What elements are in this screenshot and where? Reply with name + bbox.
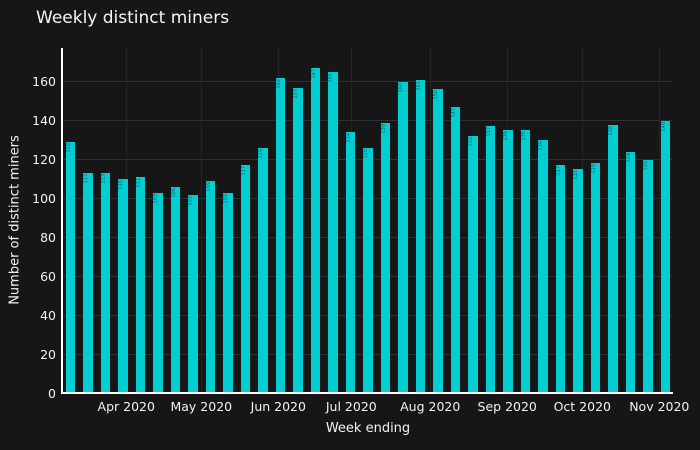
bar-value-label: 162 — [275, 78, 282, 89]
bar-week-22[interactable]: 156 — [433, 89, 443, 393]
bar-value-label: 134 — [345, 133, 352, 143]
bar-value-label: 161 — [415, 80, 422, 91]
bar-value-label: 167 — [310, 69, 317, 79]
bar-week-21[interactable]: 161 — [415, 79, 425, 393]
bar-value-label: 135 — [503, 131, 509, 141]
bar-week-17[interactable]: 134 — [345, 132, 355, 393]
v-gridline — [200, 48, 202, 393]
y-tick-label: 140 — [32, 113, 56, 129]
bar-value-label: 124 — [625, 152, 632, 163]
bar-value-label: 103 — [223, 193, 229, 204]
bar-value-label: 137 — [485, 127, 492, 137]
bar-value-label: 117 — [240, 166, 247, 176]
bar-week-1[interactable]: 129 — [65, 142, 75, 393]
bar-value-label: 117 — [555, 166, 562, 176]
x-tick-label: Nov 2020 — [629, 399, 690, 414]
bar-week-29[interactable]: 117 — [555, 165, 565, 393]
y-tick-label: 120 — [32, 152, 56, 168]
bar-week-35[interactable]: 140 — [660, 120, 670, 393]
plot-area: 129 113 113 110 111 103 106 102 109 103 117 126 162 1… — [63, 48, 673, 393]
y-tick-label: 160 — [32, 74, 56, 90]
bar-value-label: 140 — [660, 121, 667, 132]
x-tick-label: May 2020 — [170, 399, 233, 414]
bar-value-label: 165 — [328, 72, 334, 83]
bar-week-10[interactable]: 103 — [223, 192, 233, 393]
x-axis-line — [61, 392, 673, 394]
bar-value-label: 111 — [135, 178, 142, 188]
x-tick-label: Apr 2020 — [97, 399, 155, 414]
y-tick-label: 60 — [40, 268, 56, 284]
bar-value-label: 130 — [538, 141, 544, 151]
bar-week-31[interactable]: 118 — [590, 163, 600, 393]
y-tick-label: 80 — [40, 229, 56, 245]
bar-value-label: 129 — [65, 143, 72, 153]
y-axis-line — [61, 48, 63, 394]
bar-week-2[interactable]: 113 — [83, 173, 93, 393]
bar-week-3[interactable]: 113 — [100, 173, 110, 393]
bar-value-label: 160 — [398, 82, 404, 93]
bar-value-label: 109 — [205, 181, 212, 192]
bar-value-label: 132 — [468, 137, 474, 147]
y-tick-label: 0 — [48, 385, 56, 401]
bar-value-label: 103 — [153, 193, 159, 204]
bar-week-9[interactable]: 109 — [205, 180, 215, 393]
bar-week-13[interactable]: 162 — [275, 77, 285, 393]
bar-week-14[interactable]: 157 — [293, 87, 303, 393]
x-axis-title: Week ending — [325, 421, 411, 436]
h-gridline — [63, 81, 673, 83]
bar-value-label: 120 — [643, 160, 649, 171]
x-tick-label: Jun 2020 — [250, 399, 306, 414]
bar-value-label: 113 — [100, 174, 107, 184]
x-tick-label: Jul 2020 — [325, 399, 377, 414]
bar-week-34[interactable]: 120 — [643, 159, 653, 393]
bar-week-24[interactable]: 132 — [468, 136, 478, 393]
x-tick-label: Sep 2020 — [477, 399, 537, 414]
bar-value-label: 135 — [520, 131, 527, 141]
bar-value-label: 147 — [450, 107, 457, 118]
bar-week-7[interactable]: 106 — [170, 186, 180, 393]
bar-week-19[interactable]: 139 — [380, 122, 390, 393]
bar-value-label: 139 — [380, 123, 387, 134]
h-gridline — [63, 120, 673, 122]
v-gridline — [429, 48, 431, 393]
bar-week-12[interactable]: 126 — [258, 147, 268, 393]
bar-week-6[interactable]: 103 — [153, 192, 163, 393]
bar-week-16[interactable]: 165 — [328, 71, 338, 393]
bar-value-label: 157 — [293, 88, 299, 99]
bar-value-label: 156 — [433, 90, 439, 101]
y-tick-label: 100 — [32, 190, 56, 206]
bar-value-label: 118 — [590, 164, 597, 174]
bar-value-label: 102 — [188, 195, 194, 206]
bar-week-11[interactable]: 117 — [240, 165, 250, 393]
bar-value-label: 138 — [608, 125, 614, 136]
bar-week-8[interactable]: 102 — [188, 194, 198, 393]
bar-week-23[interactable]: 147 — [450, 106, 460, 393]
bar-value-label: 126 — [258, 148, 264, 159]
bar-value-label: 110 — [118, 179, 124, 190]
x-tick-label: Oct 2020 — [553, 399, 611, 414]
x-tick-label: Aug 2020 — [400, 399, 461, 414]
bar-week-18[interactable]: 126 — [363, 147, 373, 393]
bar-week-28[interactable]: 130 — [538, 140, 548, 393]
v-gridline — [658, 48, 660, 393]
bar-value-label: 113 — [83, 174, 89, 184]
bar-value-label: 106 — [170, 187, 177, 198]
bar-week-25[interactable]: 137 — [485, 126, 495, 393]
bar-week-4[interactable]: 110 — [118, 178, 128, 393]
bar-week-20[interactable]: 160 — [398, 81, 408, 393]
bar-week-15[interactable]: 167 — [310, 68, 320, 393]
bar-week-32[interactable]: 138 — [608, 124, 618, 393]
chart-title: Weekly distinct miners — [36, 8, 230, 28]
bar-week-33[interactable]: 124 — [625, 151, 635, 393]
bar-week-30[interactable]: 115 — [573, 169, 583, 393]
bar-week-5[interactable]: 111 — [135, 177, 145, 393]
bar-value-label: 115 — [573, 170, 579, 180]
y-tick-label: 40 — [40, 307, 56, 323]
bar-week-26[interactable]: 135 — [503, 130, 513, 393]
y-tick-label: 20 — [40, 346, 56, 362]
bar-value-label: 126 — [363, 148, 369, 159]
bar-week-27[interactable]: 135 — [520, 130, 530, 393]
